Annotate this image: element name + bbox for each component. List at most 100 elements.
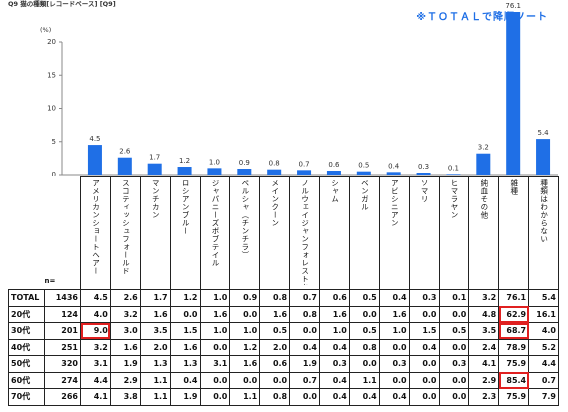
cell: 1.1 — [139, 371, 171, 389]
blank — [9, 177, 45, 290]
cell: 1.6 — [109, 338, 141, 356]
row-label: 50代 — [8, 355, 45, 373]
cell: 2.0 — [139, 338, 171, 356]
y-tick-label: 10 — [47, 105, 56, 113]
cell: 3.5 — [139, 322, 171, 340]
category-cell: ペルシャ（チンチラ） — [229, 176, 261, 290]
cell: 0.0 — [348, 355, 380, 373]
cell: 3.1 — [199, 355, 231, 373]
category-label: ノルウェイジャンフォレストキャット — [300, 179, 310, 285]
cell: 0.4 — [319, 388, 350, 406]
cell: 3.2 — [80, 338, 111, 356]
row-n: 124 — [44, 305, 81, 323]
category-cell: ノルウェイジャンフォレストキャット — [289, 176, 320, 290]
y-tick-label: 15 — [47, 71, 56, 79]
category-label: アメリカンショートヘアー — [91, 179, 101, 275]
value-label: 0.5 — [358, 162, 369, 170]
bar — [177, 167, 192, 175]
table-row: 50代 320 3.1 1.9 1.3 1.3 3.1 1.6 0.6 1.9 0.3 0.0 0.3 0… — [8, 355, 559, 373]
category-cell: ジャパニーズボブテイル — [199, 176, 231, 290]
y-tick-label: 0 — [52, 171, 56, 176]
value-label: 0.8 — [269, 160, 280, 168]
row-label: TOTAL — [8, 289, 45, 307]
cell: 0.0 — [438, 305, 470, 323]
highlighted-cell: 9.0 — [80, 322, 111, 340]
cell: 1.6 — [169, 338, 201, 356]
cell: 0.5 — [348, 322, 380, 340]
row-n: 251 — [44, 338, 81, 356]
value-label: 0.9 — [239, 159, 250, 167]
cell: 2.3 — [468, 388, 500, 406]
table-row: 20代 124 4.0 3.2 1.6 0.0 1.6 0.0 1.6 0.8 1.6 0.0 1.6 0… — [8, 305, 559, 323]
cell: 0.0 — [229, 305, 261, 323]
cell: 0.4 — [378, 289, 410, 307]
category-label: スコティッシュフォールド — [121, 179, 131, 275]
cell: 4.0 — [528, 322, 559, 340]
y-axis-label: (%) — [40, 26, 51, 34]
cell: 78.9 — [498, 338, 530, 356]
cell: 0.7 — [289, 371, 320, 389]
cell: 0.0 — [169, 305, 201, 323]
cell: 0.0 — [408, 355, 440, 373]
value-label: 3.2 — [478, 144, 489, 152]
value-label: 0.7 — [298, 160, 309, 168]
cell: 1.1 — [348, 371, 380, 389]
cell: 2.9 — [109, 371, 141, 389]
n-label: n= — [44, 277, 56, 285]
category-cell: ソマリ — [408, 176, 440, 290]
cell: 1.6 — [319, 305, 350, 323]
category-label: ペルシャ（チンチラ） — [240, 179, 250, 259]
category-label: 種類はわからない — [539, 179, 549, 243]
bar — [326, 171, 341, 175]
cell: 0.0 — [259, 371, 291, 389]
row-label: 20代 — [8, 305, 45, 323]
data-table: n= アメリカンショートヘアー スコティッシュフォールド マンチカン ロシアンブルー ジャ… — [8, 176, 559, 406]
cell: 1.5 — [169, 322, 201, 340]
cell: 3.2 — [468, 289, 500, 307]
table-row: 30代 201 9.0 3.0 3.5 1.5 1.0 1.0 0.5 0.0 1.0 0.5 1.0 1… — [8, 322, 559, 340]
cell: 0.7 — [289, 289, 320, 307]
category-cell: アビシニアン — [378, 176, 410, 290]
bar — [356, 171, 371, 175]
bar — [267, 169, 282, 175]
value-label: 1.2 — [179, 157, 190, 165]
cell: 2.6 — [109, 289, 141, 307]
cell: 0.0 — [289, 388, 320, 406]
cell: 0.5 — [438, 322, 470, 340]
category-label: シャム — [330, 179, 340, 203]
cell: 4.1 — [468, 355, 500, 373]
bar — [117, 157, 132, 175]
cell: 0.0 — [408, 305, 440, 323]
category-label: メインクーン — [270, 179, 280, 227]
cell: 0.1 — [438, 289, 470, 307]
y-tick-label: 20 — [47, 38, 56, 46]
bar — [87, 145, 102, 175]
cell: 0.4 — [319, 371, 350, 389]
cell: 0.3 — [408, 289, 440, 307]
category-cell: シャム — [319, 176, 350, 290]
cell: 1.6 — [139, 305, 171, 323]
category-label: ヒマラヤン — [449, 179, 459, 219]
cell: 0.4 — [348, 388, 380, 406]
cell: 1.6 — [199, 305, 231, 323]
bar — [476, 153, 491, 175]
cell: 0.8 — [348, 338, 380, 356]
cell: 0.3 — [438, 355, 470, 373]
cell: 2.4 — [468, 338, 500, 356]
category-label: アビシニアン — [390, 179, 400, 227]
value-label: 2.6 — [119, 148, 131, 156]
cell: 4.8 — [468, 305, 500, 323]
cell: 2.9 — [468, 371, 500, 389]
row-n: 274 — [44, 371, 81, 389]
category-label: 純血その他 — [479, 179, 489, 219]
category-cell: ヒマラヤン — [438, 176, 470, 290]
cell: 7.9 — [528, 388, 559, 406]
category-cell: スコティッシュフォールド — [109, 176, 141, 290]
row-label: 40代 — [8, 338, 45, 356]
category-label: 雑種 — [509, 179, 519, 195]
cell: 0.8 — [259, 388, 291, 406]
table-row: 40代 251 3.2 1.6 2.0 1.6 0.0 1.2 2.0 0.4 0.4 0.8 0.0 0… — [8, 338, 559, 356]
cell: 1.6 — [229, 355, 261, 373]
category-cell: メインクーン — [259, 176, 291, 290]
cell: 1.9 — [169, 388, 201, 406]
